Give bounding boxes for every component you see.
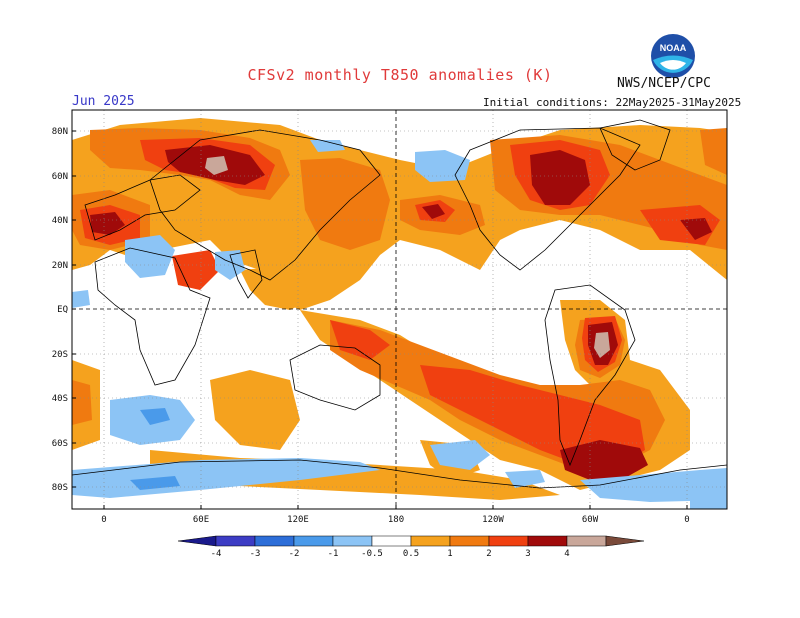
colorbar-label: -4 [211,549,222,559]
colorbar-label: -3 [250,549,261,559]
lon-tick-label: 60E [193,515,209,525]
initial-conditions: Initial conditions: 22May2025-31May2025 [483,96,742,109]
colorbar-label: 3 [525,549,530,559]
colorbar-segment [410,535,451,547]
lon-tick-label: 0 [684,515,689,525]
colorbar-label: 1 [447,549,452,559]
chart-title: CFSv2 monthly T850 anomalies (K) [247,66,553,84]
anomaly-field [72,110,727,509]
lon-tick-label: 180 [388,515,404,525]
colorbar-segment [566,535,607,547]
colorbar-label: 2 [486,549,491,559]
colorbar-segment [527,535,568,547]
latitude-axis: 80N 60N 40N 20N EQ 20S 40S 60S 80S [52,127,76,493]
anomaly-gt-4 [205,156,610,358]
anomaly-neg-1-2 [130,408,180,490]
colorbar-label: 0.5 [403,549,419,559]
colorbar-segment [332,535,373,547]
lat-tick-label: 40S [52,394,68,404]
colorbar-max-arrow [605,535,645,547]
lat-tick-label: 40N [52,216,68,226]
colorbar-segment [488,535,529,547]
colorbar-segment [293,535,334,547]
equator-dateline [72,110,727,509]
lat-tick-label: 20N [52,261,68,271]
lat-tick-label: 20S [52,350,68,360]
graticule [72,110,727,509]
lat-tick-label: 60S [52,439,68,449]
lon-tick-label: 60W [582,515,599,525]
noaa-logo: NOAA [650,33,696,79]
lon-tick-label: 0 [101,515,106,525]
colorbar-label: -0.5 [361,549,383,559]
colorbar-segment [449,535,490,547]
longitude-axis: 0 60E 120E 180 120W 60W 0 [101,505,690,525]
colorbar: -4 -3 -2 -1 -0.5 0.5 1 2 3 4 [177,535,645,559]
lat-tick-label: 80S [52,483,68,493]
lat-tick-label: 60N [52,172,68,182]
forecast-month: Jun 2025 [72,94,135,109]
logo-text: NOAA [660,43,687,53]
coastlines [72,119,727,489]
colorbar-segment [254,535,295,547]
colorbar-segment [215,535,256,547]
lon-tick-label: 120E [287,515,309,525]
organization-label: NWS/NCEP/CPC [617,76,711,91]
colorbar-label: -1 [328,549,339,559]
lon-tick-label: 120W [482,515,504,525]
colorbar-label: 4 [564,549,569,559]
colorbar-min-arrow [177,535,217,547]
lat-tick-label: EQ [57,305,68,315]
colorbar-segment [371,535,412,547]
lat-tick-label: 80N [52,127,68,137]
colorbar-label: -2 [289,549,300,559]
